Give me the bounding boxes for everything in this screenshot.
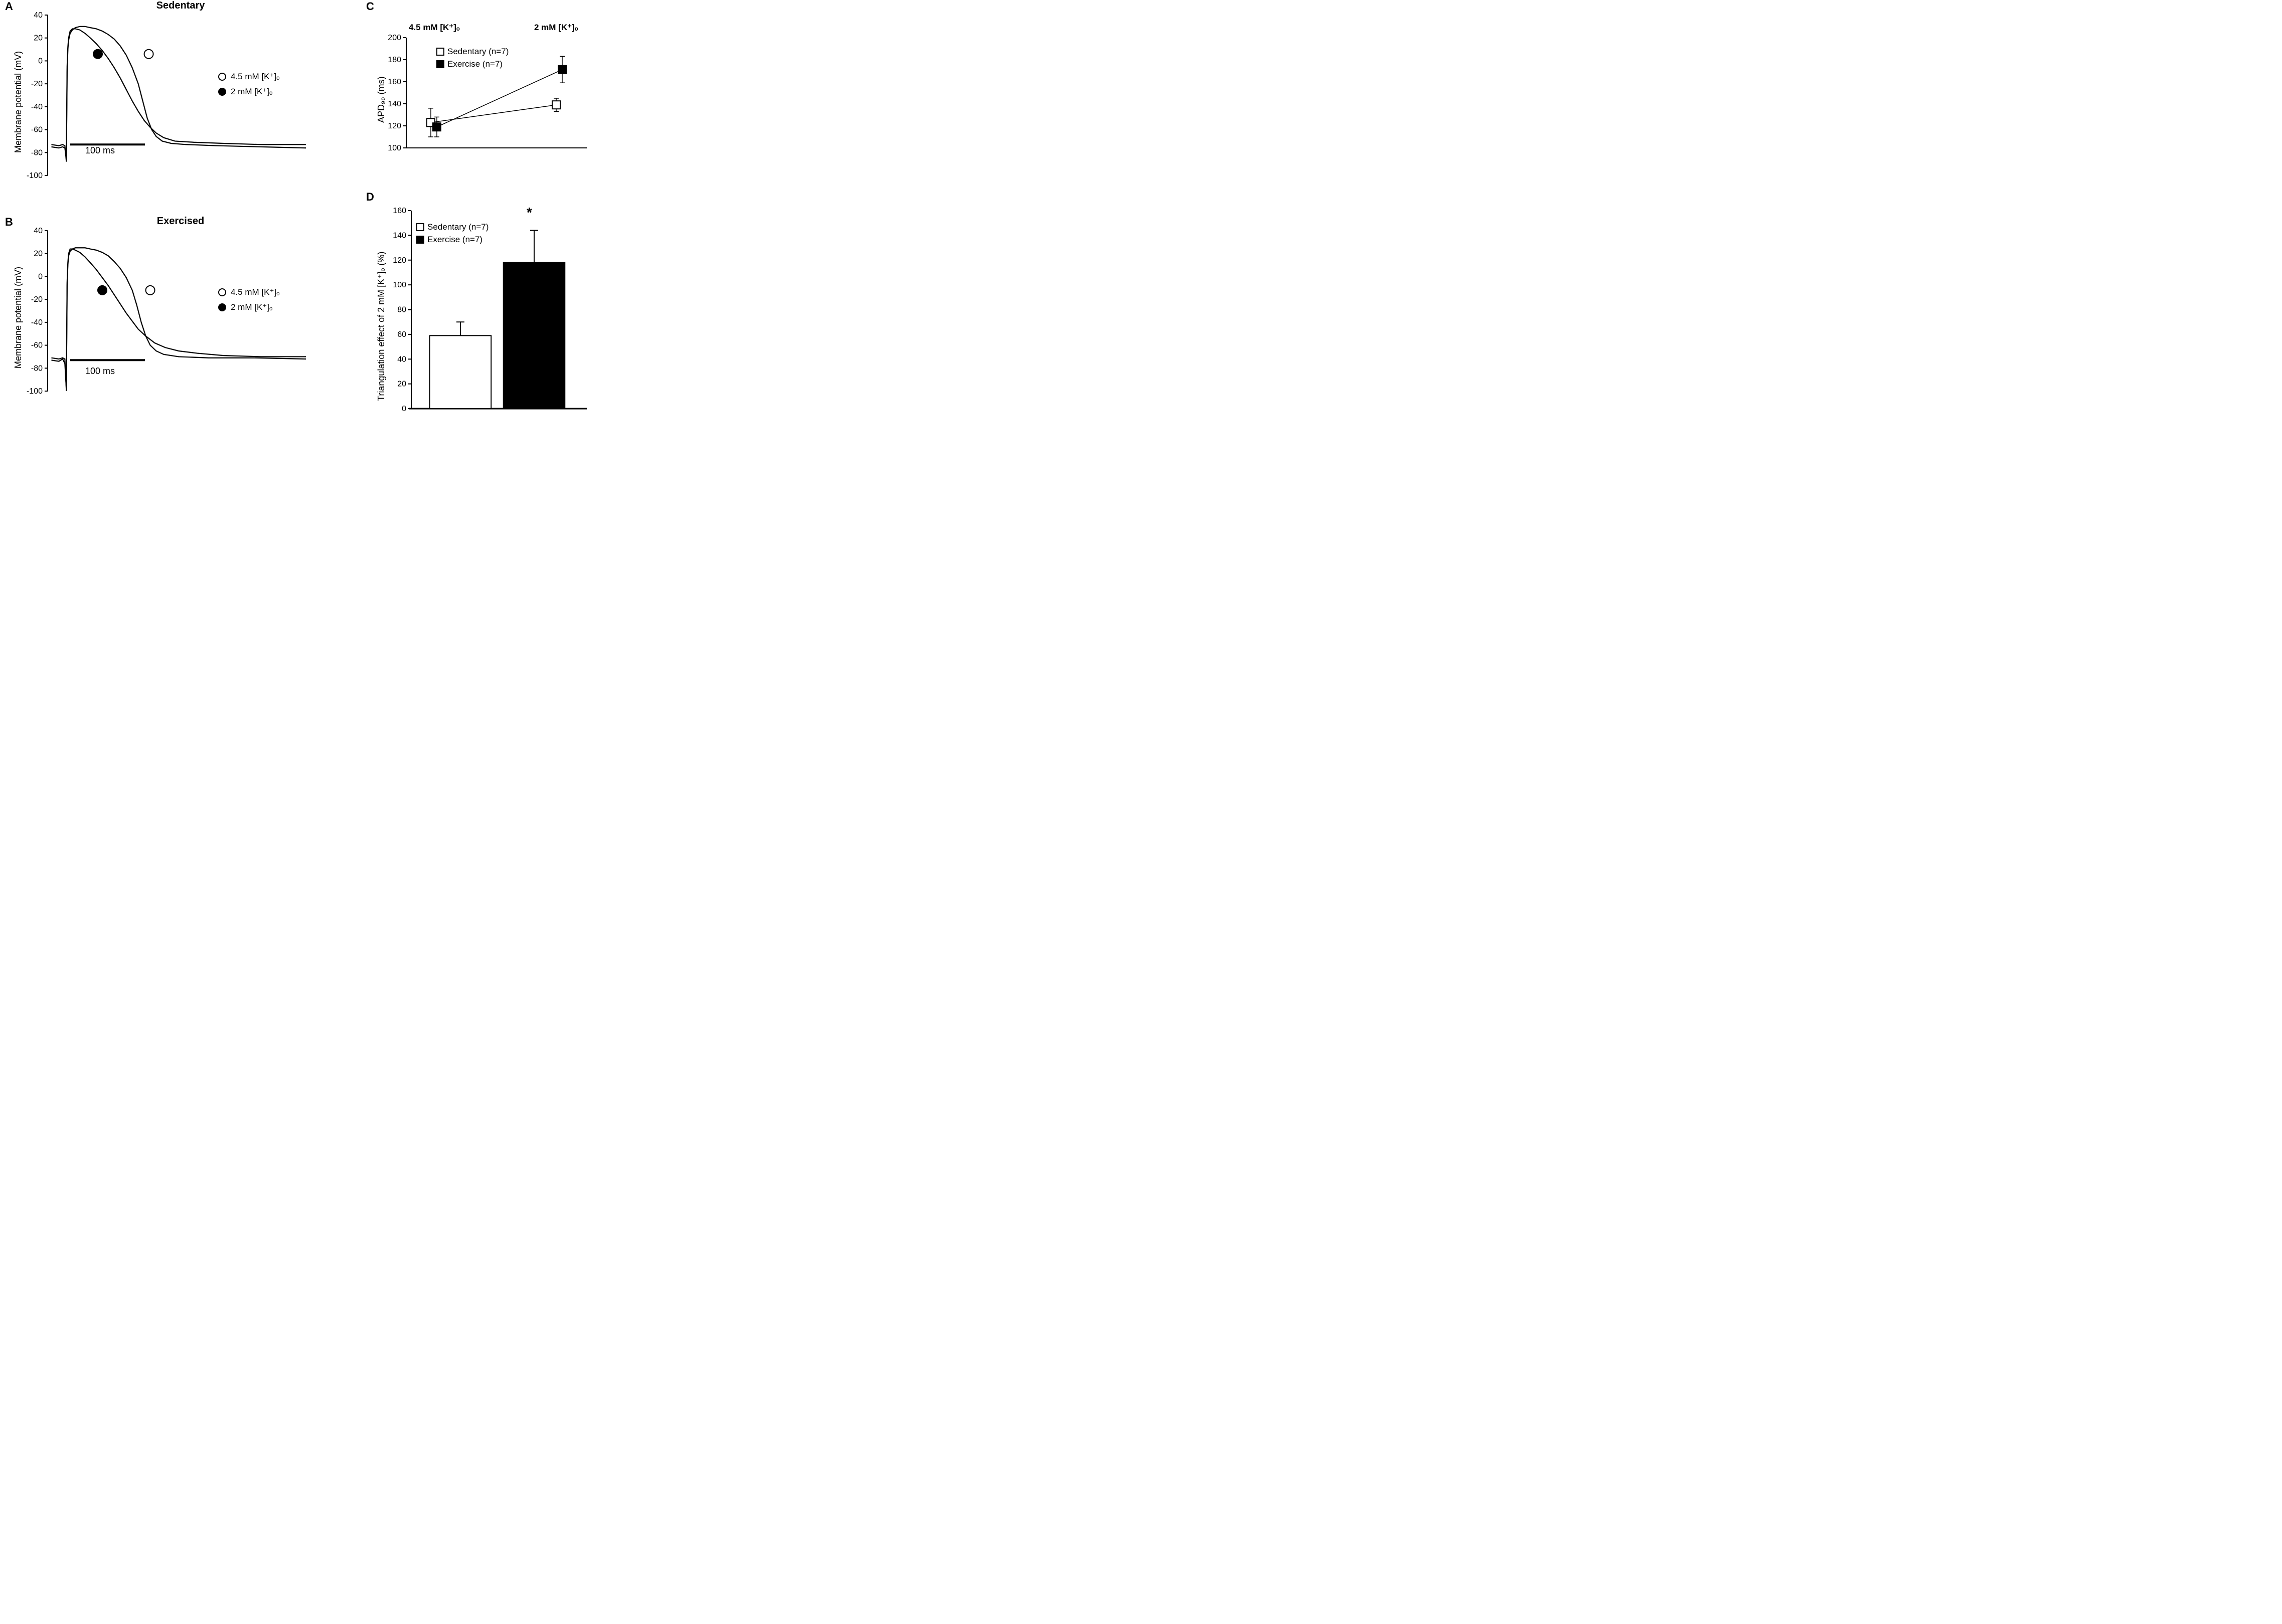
- panel-d-legend-open-icon: [416, 223, 424, 231]
- svg-text:140: 140: [393, 231, 406, 240]
- panel-c-legend-filled-text: Exercise (n=7): [447, 59, 503, 69]
- svg-text:20: 20: [34, 34, 43, 43]
- svg-text:200: 200: [388, 34, 401, 42]
- svg-text:40: 40: [397, 355, 406, 364]
- panel-c: C APD₉₀ (ms) 4.5 mM [K⁺]ₒ 2 mM [K⁺]ₒ 100…: [361, 0, 602, 165]
- panel-d-legend-open-text: Sedentary (n=7): [427, 222, 488, 232]
- panel-b-scalebar-label: 100 ms: [85, 366, 115, 377]
- svg-text:160: 160: [393, 207, 406, 215]
- panel-b-svg: -100 -80 -60 -40 -20 0 20 40: [10, 216, 331, 416]
- svg-text:-20: -20: [31, 80, 43, 88]
- panel-c-svg: 100 120 140 160 180 200: [361, 0, 602, 165]
- svg-text:0: 0: [38, 57, 43, 65]
- panel-a-legend-open-text: 4.5 mM [K⁺]ₒ: [231, 72, 280, 82]
- svg-text:-60: -60: [31, 341, 43, 350]
- svg-text:40: 40: [34, 11, 43, 20]
- panel-a: A Sedentary Membrane potential (mV) -100…: [10, 0, 331, 191]
- svg-text:80: 80: [397, 306, 406, 314]
- svg-text:180: 180: [388, 56, 401, 64]
- panel-b: B Exercised Membrane potential (mV) -100…: [10, 216, 331, 416]
- panel-c-legend-open-text: Sedentary (n=7): [447, 47, 509, 57]
- svg-text:40: 40: [34, 227, 43, 235]
- svg-text:120: 120: [388, 122, 401, 130]
- panel-d: D Triangulation effect of 2 mM [K⁺]ₒ (%)…: [361, 191, 602, 426]
- panel-a-legend-open-icon: [218, 73, 226, 81]
- panel-b-legend-open-icon: [218, 288, 226, 296]
- panel-a-svg: -100 -80 -60 -40 -20 0 20 40: [10, 0, 331, 191]
- svg-text:-100: -100: [27, 387, 43, 396]
- panel-c-legend-filled-icon: [436, 60, 444, 68]
- panel-b-legend-filled-icon: [218, 303, 226, 311]
- panel-a-scalebar-label: 100 ms: [85, 145, 115, 156]
- svg-text:20: 20: [34, 250, 43, 258]
- svg-text:0: 0: [38, 272, 43, 281]
- svg-text:100: 100: [388, 144, 401, 152]
- svg-text:-80: -80: [31, 148, 43, 157]
- svg-text:-60: -60: [31, 126, 43, 134]
- svg-text:-40: -40: [31, 103, 43, 111]
- panel-c-legend-open-icon: [436, 48, 444, 56]
- panel-a-legend-filled-text: 2 mM [K⁺]ₒ: [231, 87, 272, 97]
- svg-text:-40: -40: [31, 318, 43, 327]
- panel-d-legend-filled-icon: [416, 236, 424, 244]
- svg-text:0: 0: [402, 405, 406, 413]
- svg-text:-20: -20: [31, 295, 43, 304]
- svg-text:60: 60: [397, 330, 406, 339]
- svg-text:20: 20: [397, 380, 406, 389]
- svg-text:100: 100: [393, 281, 406, 289]
- panel-b-legend-filled-text: 2 mM [K⁺]ₒ: [231, 302, 272, 312]
- svg-text:-80: -80: [31, 364, 43, 373]
- panel-a-legend-filled-icon: [218, 88, 226, 96]
- figure-root: A Sedentary Membrane potential (mV) -100…: [0, 0, 609, 433]
- panel-d-significance: *: [527, 205, 532, 221]
- panel-b-legend-open-text: 4.5 mM [K⁺]ₒ: [231, 287, 280, 297]
- svg-text:-100: -100: [27, 171, 43, 180]
- panel-d-legend-filled-text: Exercise (n=7): [427, 235, 482, 245]
- svg-text:120: 120: [393, 256, 406, 265]
- svg-text:160: 160: [388, 78, 401, 86]
- svg-text:140: 140: [388, 100, 401, 108]
